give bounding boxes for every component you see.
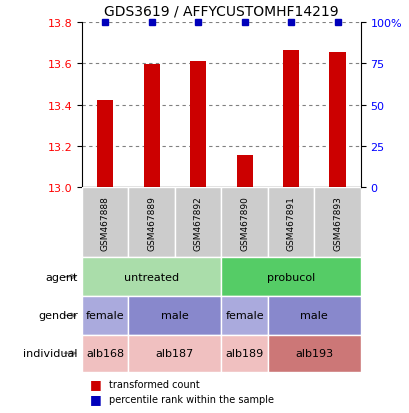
Text: GSM467893: GSM467893 [332, 195, 341, 250]
Bar [267, 335, 360, 372]
Text: alb193: alb193 [294, 348, 333, 358]
Bar [128, 335, 221, 372]
Bar [82, 258, 221, 297]
Title: GDS3619 / AFFYCUSTOMHF14219: GDS3619 / AFFYCUSTOMHF14219 [104, 5, 338, 19]
Bar [82, 188, 128, 258]
Bar [82, 297, 128, 335]
Text: ■: ■ [90, 392, 102, 405]
Bar [82, 335, 128, 372]
Bar [175, 188, 221, 258]
Text: female: female [225, 311, 263, 320]
Bar [128, 297, 221, 335]
Text: alb168: alb168 [86, 348, 124, 358]
Bar [282, 51, 299, 188]
Bar [143, 65, 160, 188]
Text: gender: gender [38, 311, 78, 320]
Text: male: male [300, 311, 328, 320]
Bar [221, 297, 267, 335]
Bar [128, 188, 175, 258]
Text: GSM467890: GSM467890 [240, 195, 249, 250]
Bar [267, 297, 360, 335]
Text: GSM467891: GSM467891 [286, 195, 295, 250]
Bar [221, 188, 267, 258]
Bar [314, 188, 360, 258]
Text: untreated: untreated [124, 272, 179, 282]
Bar [97, 101, 113, 188]
Text: GSM467889: GSM467889 [147, 195, 156, 250]
Text: probucol: probucol [266, 272, 315, 282]
Bar [221, 335, 267, 372]
Text: percentile rank within the sample: percentile rank within the sample [108, 394, 273, 404]
Text: alb187: alb187 [155, 348, 193, 358]
Text: GSM467888: GSM467888 [101, 195, 110, 250]
Text: transformed count: transformed count [108, 379, 199, 389]
Text: individual: individual [23, 348, 78, 358]
Bar [190, 62, 206, 188]
Text: ■: ■ [90, 377, 102, 391]
Bar [221, 258, 360, 297]
Bar [236, 156, 252, 188]
Text: GSM467892: GSM467892 [193, 195, 202, 250]
Text: female: female [86, 311, 124, 320]
Text: male: male [161, 311, 189, 320]
Bar [329, 53, 345, 188]
Bar [267, 188, 314, 258]
Text: alb189: alb189 [225, 348, 263, 358]
Text: agent: agent [45, 272, 78, 282]
